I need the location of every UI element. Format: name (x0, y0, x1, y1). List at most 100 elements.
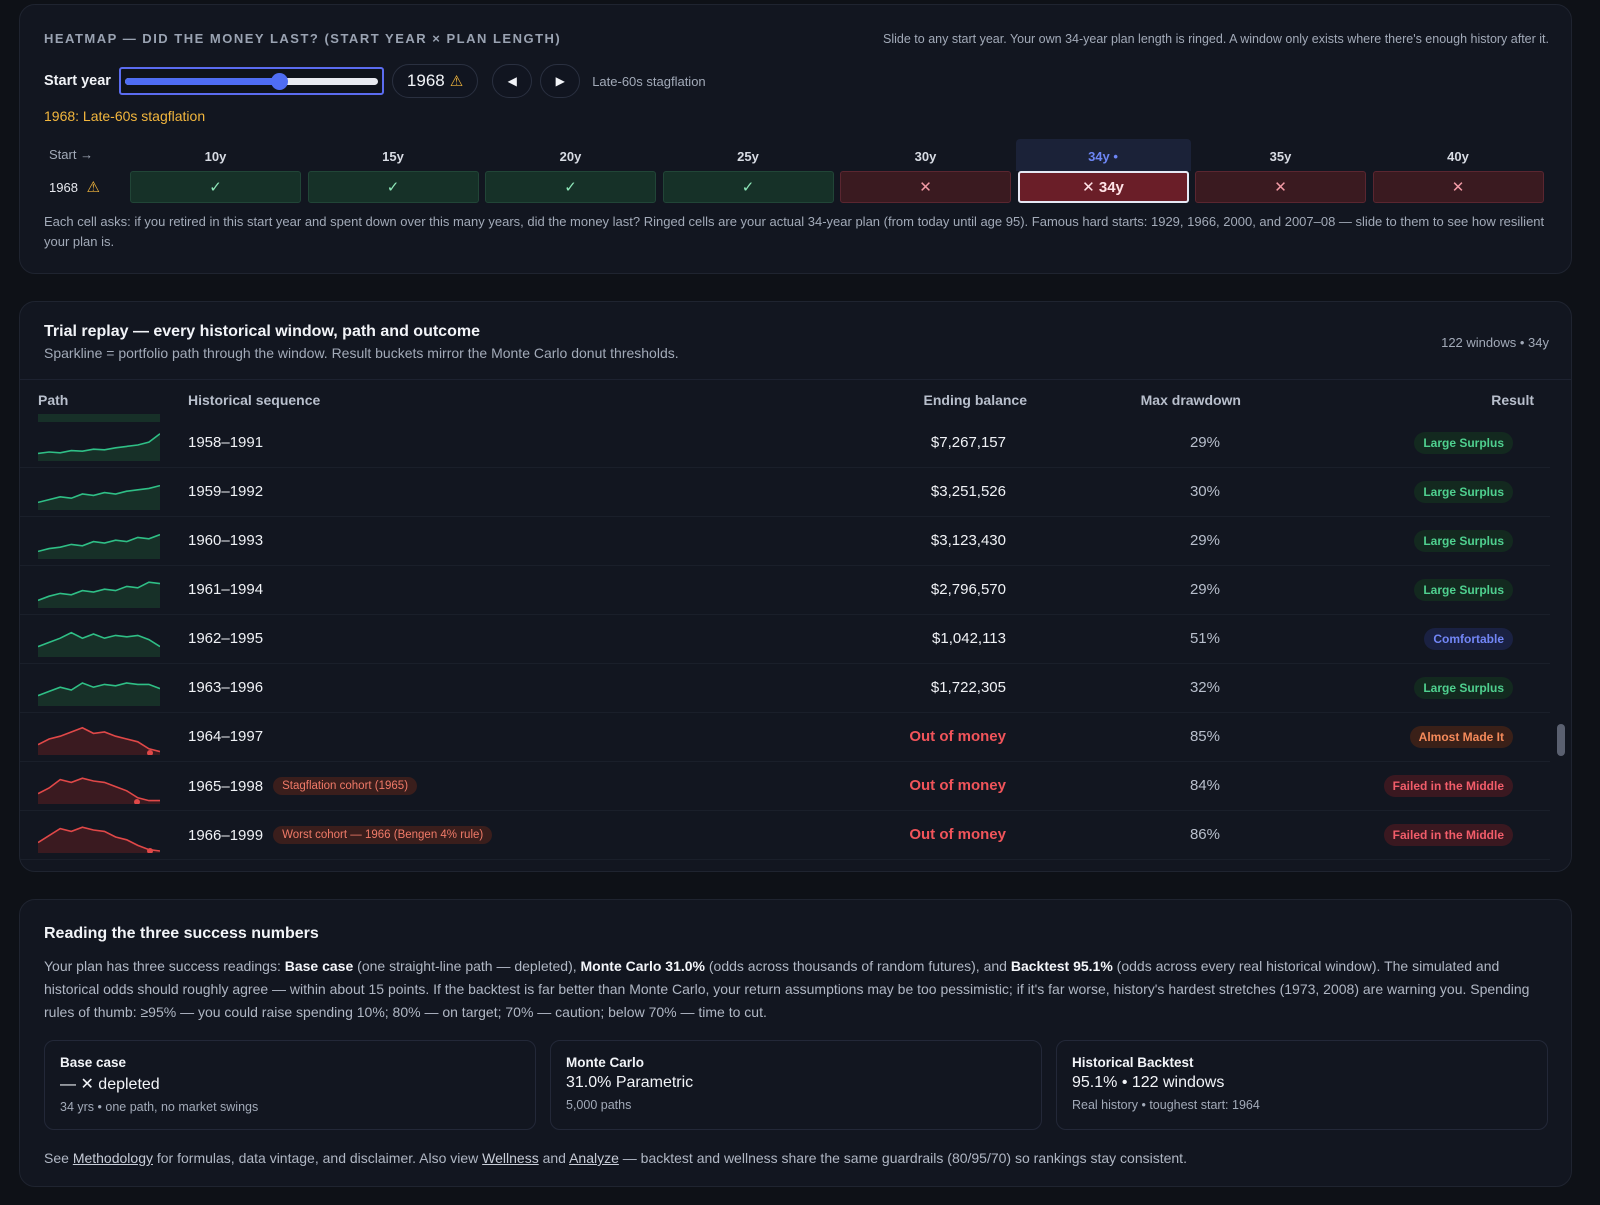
backtest-box: Historical Backtest 95.1% • 122 windows … (1056, 1040, 1548, 1130)
sparkline-line (38, 581, 160, 602)
table-row[interactable]: 1963–1996 $1,722,305 32% Large Surplus (20, 664, 1550, 713)
warning-icon: ⚠ (86, 179, 100, 196)
column-header-10y[interactable]: 10y (204, 149, 227, 164)
heatmap-cell[interactable]: ✓ (485, 171, 656, 203)
row-year: 1968 (49, 180, 78, 195)
replay-subtitle: Sparkline = portfolio path through the w… (44, 345, 679, 361)
sparkline-area (38, 827, 160, 853)
path-header[interactable]: Path (38, 392, 69, 408)
table-row[interactable]: 1965–1998 Stagflation cohort (1965) Out of… (20, 762, 1550, 811)
column-header-15y[interactable]: 15y (382, 149, 404, 164)
scrollbar[interactable] (1557, 724, 1565, 756)
start-year-label: Start year (44, 73, 111, 89)
slider-thumb[interactable] (271, 73, 289, 90)
start-year-slider[interactable] (118, 67, 384, 95)
sequence-years: 1958–1991 (188, 434, 264, 451)
heatmap-cell[interactable]: ✕ (840, 171, 1011, 203)
next-year-button[interactable]: ▶ (540, 64, 581, 98)
max-drawdown: 32% (1189, 679, 1220, 696)
sequence-header[interactable]: Historical sequence (188, 392, 321, 408)
text: (odds across every real historical windo… (44, 958, 1530, 1020)
cohort-tag: Stagflation cohort (1965) (273, 777, 418, 795)
sparkline-area (38, 683, 160, 706)
ending-balance-header[interactable]: Ending balance (923, 392, 1027, 408)
max-drawdown: 30% (1189, 483, 1220, 500)
historical-sequence: 1962–1995 (188, 630, 263, 647)
column-header-34y[interactable]: 34y • (1015, 139, 1191, 171)
sparkline-line (38, 631, 160, 648)
ending-balance: Out of money (909, 728, 1006, 745)
heatmap-cell[interactable]: ✓ (662, 171, 834, 203)
column-header-20y[interactable]: 20y (559, 149, 582, 164)
text: See (44, 1150, 73, 1166)
backtest-emphasis: Backtest 95.1% (1010, 958, 1113, 974)
era-label: Late-60s stagflation (592, 73, 706, 89)
table-row[interactable]: 1966–1999 Worst cohort — 1966 (Bengen 4% … (20, 811, 1550, 860)
historical-sequence: 1958–1991 (188, 434, 263, 451)
table-row[interactable]: 1959–1992 $3,251,526 30% Large Surplus (20, 468, 1550, 517)
prev-year-button[interactable]: ◀ (492, 64, 533, 98)
column-header-40y[interactable]: 40y (1447, 149, 1469, 164)
ending-balance: Out of money (909, 826, 1006, 843)
sparkline (38, 826, 160, 853)
wellness-link[interactable]: Wellness (482, 1150, 539, 1166)
box-value: 31.0% Parametric (566, 1074, 694, 1091)
trial-replay-card: Trial replay — every historical window, … (19, 301, 1572, 872)
sparkline-line (38, 726, 160, 753)
table-row[interactable]: 1960–1993 $3,123,430 29% Large Surplus (20, 517, 1550, 566)
sequence-years: 1964–1997 (188, 728, 264, 745)
sparkline-area (38, 632, 160, 657)
start-year-controls: Start year 1968 ⚠ ◀ ▶ Late-60s stagflati… (44, 63, 706, 99)
ending-balance: Out of money (909, 777, 1006, 794)
sequence-years: 1962–1995 (188, 630, 264, 647)
sparkline-line (38, 433, 160, 455)
historical-sequence: 1964–1997 (188, 728, 263, 745)
analyze-link[interactable]: Analyze (569, 1150, 619, 1166)
slider-fill (124, 78, 280, 85)
heatmap-cell[interactable]: ✕ (1372, 171, 1544, 203)
ending-balance: $7,267,157 (930, 434, 1006, 451)
column-header-30y[interactable]: 30y (914, 149, 937, 164)
table-row[interactable]: 1964–1997 Out of money 85% Almost Made It (20, 713, 1550, 762)
table-row[interactable]: 1958–1991 $7,267,157 29% Large Surplus (20, 419, 1550, 468)
max-drawdown: 29% (1189, 581, 1220, 598)
result-badge: Large Surplus (1414, 677, 1513, 699)
sequence-years: 1960–1993 (188, 532, 264, 549)
partial-row-sparkline (38, 414, 160, 422)
warning-icon: ⚠ (449, 73, 464, 90)
result-badge: Large Surplus (1414, 432, 1513, 454)
max-drawdown: 51% (1189, 630, 1220, 647)
heatmap-cell[interactable]: ✓ (307, 171, 479, 203)
heatmap-cell[interactable]: ✕ (1195, 171, 1366, 203)
sparkline (38, 682, 160, 706)
monte-carlo-box: Monte Carlo 31.0% Parametric 5,000 paths (550, 1040, 1042, 1130)
text: — backtest and wellness share the same g… (618, 1150, 1187, 1166)
result-header[interactable]: Result (1491, 392, 1534, 408)
text: Your plan has three success readings: (44, 958, 285, 974)
prev-icon: ◀ (507, 74, 517, 88)
base-case-emphasis: Base case (284, 958, 354, 974)
heatmap-cell-ringed[interactable]: ✕ 34y (1017, 171, 1189, 203)
era-banner: 1968: Late-60s stagflation (44, 108, 206, 124)
heatmap-header-row: Start → 10y 15y 20y 25y 30y 34y • 35y 40y (44, 139, 1569, 171)
table-row[interactable]: 1961–1994 $2,796,570 29% Large Surplus (20, 566, 1550, 615)
table-row[interactable]: 1962–1995 $1,042,113 51% Comfortable (20, 615, 1550, 664)
sparkline-line (38, 533, 160, 553)
sparkline-area (38, 485, 160, 510)
result-badge: Large Surplus (1414, 530, 1513, 552)
max-drawdown: 85% (1189, 728, 1220, 745)
sparkline (38, 631, 160, 657)
historical-sequence: 1966–1999 Worst cohort — 1966 (Bengen 4% … (188, 826, 493, 844)
methodology-link[interactable]: Methodology (72, 1150, 153, 1166)
heatmap-cell[interactable]: ✓ (130, 171, 301, 203)
base-case-box: Base case — ✕ depleted 34 yrs • one path… (44, 1040, 536, 1130)
max-drawdown-header[interactable]: Max drawdown (1140, 392, 1241, 408)
ending-balance: $3,251,526 (930, 483, 1006, 500)
column-header-25y[interactable]: 25y (737, 149, 759, 164)
max-drawdown: 84% (1189, 777, 1220, 794)
box-title: Historical Backtest (1072, 1055, 1194, 1070)
heatmap-card: HEATMAP — DID THE MONEY LAST? (START YEA… (19, 4, 1572, 274)
sequence-years: 1965–1998 (188, 777, 264, 795)
column-header-35y[interactable]: 35y (1269, 149, 1292, 164)
sparkline (38, 777, 160, 804)
